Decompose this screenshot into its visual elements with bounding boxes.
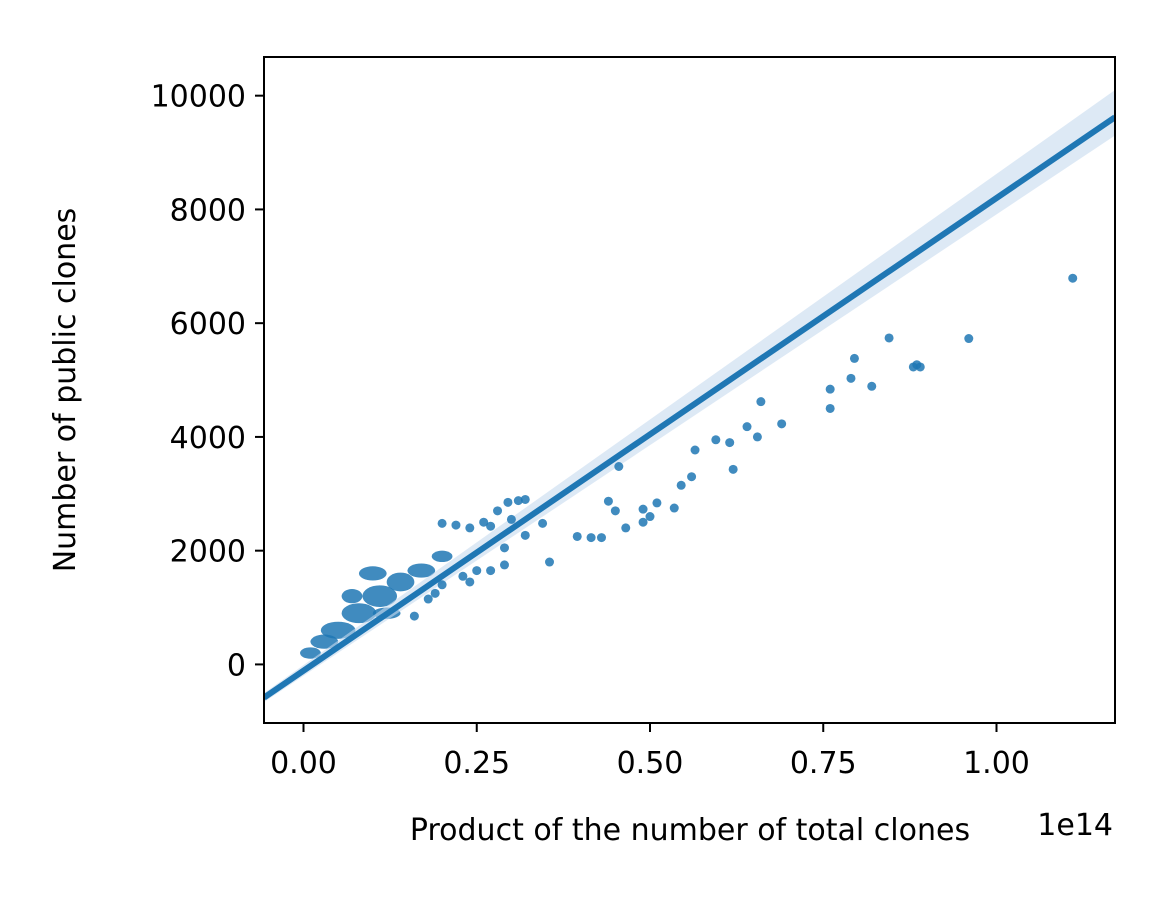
- data-point: [409, 611, 419, 621]
- x-tick-label: 0.75: [790, 746, 857, 781]
- data-point: [728, 464, 738, 474]
- y-axis-label: Number of public clones: [48, 208, 83, 573]
- data-point: [437, 518, 447, 528]
- data-point: [472, 566, 482, 576]
- data-point: [586, 533, 596, 543]
- cluster-blob: [341, 603, 377, 624]
- cluster-blob: [431, 550, 453, 563]
- data-point: [479, 517, 489, 527]
- x-tick-label: 1.00: [963, 746, 1030, 781]
- plot-area: [264, 89, 1115, 703]
- cluster-blob: [341, 589, 363, 604]
- data-point: [513, 496, 523, 506]
- plot-frame: [263, 56, 1116, 724]
- data-point: [752, 432, 762, 442]
- data-point: [545, 557, 555, 567]
- y-tick-label: 4000: [170, 421, 246, 456]
- data-point: [538, 518, 548, 528]
- data-point: [915, 362, 925, 372]
- dense-point-cluster: [300, 550, 453, 659]
- data-point: [756, 397, 766, 407]
- x-tick-label: 0.25: [443, 746, 510, 781]
- x-axis-label: Product of the number of total clones: [410, 813, 970, 848]
- data-point: [465, 523, 475, 533]
- data-point: [725, 438, 735, 448]
- data-point: [676, 480, 686, 490]
- data-point: [825, 403, 835, 413]
- data-point: [451, 520, 461, 530]
- data-point: [610, 506, 620, 516]
- x-axis-ticks: 0.00 0.25 0.50 0.75 1.00: [270, 723, 1030, 781]
- data-point: [742, 422, 752, 432]
- data-point: [603, 496, 613, 506]
- cluster-blob: [310, 634, 339, 649]
- data-point: [437, 580, 447, 590]
- y-tick-label: 6000: [170, 307, 246, 342]
- data-point: [1068, 273, 1078, 283]
- cluster-blob: [300, 647, 321, 659]
- data-point: [520, 494, 530, 504]
- data-point: [652, 498, 662, 508]
- data-point: [499, 560, 509, 570]
- data-point: [884, 333, 894, 343]
- data-point: [846, 373, 856, 383]
- data-point: [596, 533, 606, 543]
- data-point: [867, 381, 877, 391]
- data-point: [638, 504, 648, 514]
- cluster-blob: [358, 566, 387, 581]
- x-axis-offset-label: 1e14: [1037, 808, 1113, 843]
- data-point: [499, 543, 509, 553]
- data-point: [687, 472, 697, 482]
- cluster-blob: [386, 572, 415, 592]
- data-point: [621, 523, 631, 533]
- scatter-points: [409, 273, 1078, 621]
- y-axis-ticks: 0 2000 4000 6000 8000 10000: [151, 80, 264, 683]
- data-point: [493, 506, 503, 516]
- data-point: [506, 514, 516, 524]
- cluster-blob: [407, 563, 436, 578]
- data-point: [849, 353, 859, 363]
- data-point: [423, 594, 433, 604]
- y-tick-label: 0: [227, 648, 246, 683]
- data-point: [572, 531, 582, 541]
- data-point: [486, 521, 496, 531]
- data-point: [690, 445, 700, 455]
- x-tick-label: 0.00: [270, 746, 337, 781]
- regression-line: [264, 114, 1115, 701]
- data-point: [777, 419, 787, 429]
- y-tick-label: 8000: [170, 193, 246, 228]
- data-point: [964, 334, 974, 344]
- y-tick-label: 2000: [170, 535, 246, 570]
- data-point: [614, 461, 624, 471]
- data-point: [430, 588, 440, 598]
- cluster-blob: [362, 585, 398, 607]
- data-point: [520, 530, 530, 540]
- data-point: [458, 571, 468, 581]
- data-point: [825, 384, 835, 394]
- data-point: [645, 512, 655, 522]
- data-point: [486, 566, 496, 576]
- data-point: [638, 517, 648, 527]
- data-point: [711, 435, 721, 445]
- data-point: [669, 503, 679, 513]
- x-tick-label: 0.50: [617, 746, 684, 781]
- data-point: [465, 577, 475, 587]
- y-tick-label: 10000: [151, 80, 246, 115]
- data-point: [503, 497, 513, 507]
